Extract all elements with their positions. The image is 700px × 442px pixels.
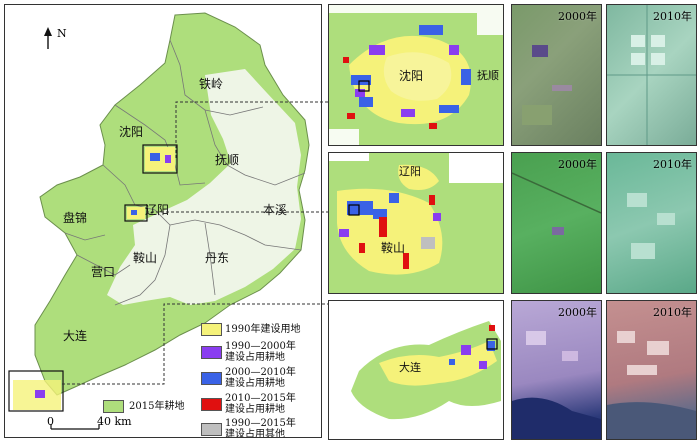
- sat-row1-2010-texture: [607, 5, 696, 145]
- zoom-dalian-svg: [329, 301, 503, 439]
- sat-row3-2000: 2000年: [511, 300, 602, 440]
- legend-farmland-label: 2015年耕地: [129, 401, 185, 412]
- sat-row2-2000-label: 2000年: [558, 158, 597, 171]
- sat-row1-2000: 2000年: [511, 4, 602, 146]
- sat-row1-2010: 2010年: [606, 4, 697, 146]
- sat-row2-2010-label: 2010年: [653, 158, 692, 171]
- legend-swatch-1990-2000: [201, 346, 222, 359]
- zoom-liaoyang: 辽阳 鞍山: [328, 152, 504, 294]
- legend-label-1990-2000-b: 建设占用耕地: [225, 352, 285, 363]
- sat-row2-2000-texture: [512, 172, 601, 235]
- label-shenyang: 沈阳: [119, 125, 144, 139]
- zoom-label-dalian: 大连: [399, 361, 421, 374]
- north-arrow-head: [44, 27, 52, 36]
- label-fushun: 抚顺: [215, 153, 240, 167]
- scale-bar: [50, 424, 100, 430]
- legend-swatch-other: [201, 423, 222, 436]
- sat-row1-2000-texture: [522, 45, 572, 125]
- dalian-box: [8, 370, 64, 412]
- sat-row3-2010: 2010年: [606, 300, 697, 440]
- legend-label-1990-2000-a: 1990—2000年: [225, 341, 296, 352]
- sat-row1-2010-label: 2010年: [653, 10, 692, 23]
- sat-row2-2010: 2010年: [606, 152, 697, 294]
- shenyang-box: [142, 144, 178, 174]
- legend-swatch-1990: [201, 323, 222, 336]
- legend-label-2010-2015-a: 2010—2015年: [225, 393, 296, 404]
- sat-row3-2010-texture: [607, 331, 696, 439]
- label-tieling: 铁岭: [199, 77, 224, 91]
- sat-row2-2010-texture: [627, 193, 675, 259]
- urban-patches: [13, 147, 175, 410]
- zoom-liaoyang-svg: [329, 153, 503, 293]
- legend-label-2010-2015-b: 建设占用耕地: [225, 404, 285, 415]
- sat-row1-2000-label: 2000年: [558, 10, 597, 23]
- legend-swatch-2000-2010: [201, 372, 222, 385]
- zoom-label-anshan: 鞍山: [381, 241, 406, 255]
- sat-row3-2000-texture: [512, 331, 601, 439]
- liaoyang-box: [124, 204, 148, 222]
- legend-swatch-2010-2015: [201, 398, 222, 411]
- legend-label-other-b: 建设占用其他: [225, 429, 285, 438]
- label-dandong: 丹东: [205, 251, 230, 265]
- label-liaoyang: 辽阳: [145, 203, 170, 217]
- zoom-shenyang: 沈阳 抚顺: [328, 4, 504, 146]
- legend-farmland-swatch: [103, 400, 124, 413]
- legend-label-2000-2010-b: 建设占用耕地: [225, 378, 285, 389]
- zoom-label-fushun: 抚顺: [477, 69, 499, 82]
- label-yingkou: 营口: [91, 265, 116, 279]
- zoom-label-liaoyang: 辽阳: [399, 165, 421, 178]
- north-label: N: [57, 27, 67, 40]
- label-anshan: 鞍山: [133, 251, 158, 265]
- zoom-shenyang-svg: [329, 5, 503, 145]
- label-panjin: 盘锦: [63, 211, 88, 225]
- scale-start: 0: [47, 415, 54, 428]
- overview-map: N 0 40 km 铁岭 沈阳 抚顺 辽阳 本溪 盘锦 鞍山 丹东 营口 大连 …: [4, 4, 322, 438]
- legend-label-1990: 1990年建设用地: [225, 324, 301, 335]
- sat-row2-2000: 2000年: [511, 152, 602, 294]
- sat-row3-2000-label: 2000年: [558, 306, 597, 319]
- sat-row3-2010-label: 2010年: [653, 306, 692, 319]
- scale-end: 40 km: [97, 415, 132, 428]
- legend-label-2000-2010-a: 2000—2010年: [225, 367, 296, 378]
- zoom-label-shenyang: 沈阳: [399, 69, 424, 83]
- zoom-dalian: 大连: [328, 300, 504, 440]
- label-dalian: 大连: [63, 329, 88, 343]
- legend-label-other-a: 1990—2015年: [225, 418, 296, 429]
- label-benxi: 本溪: [263, 203, 288, 217]
